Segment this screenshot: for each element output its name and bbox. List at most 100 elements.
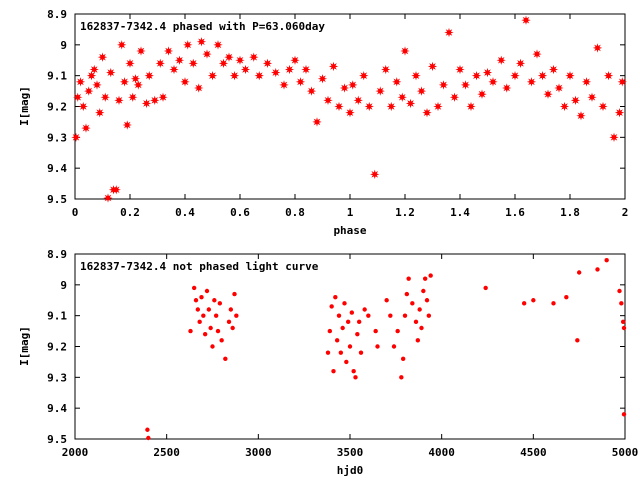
data-point	[180, 77, 190, 87]
data-point	[158, 92, 168, 102]
y-tick-label: 9	[60, 279, 67, 292]
data-point	[551, 301, 556, 306]
y-tick-label: 9.3	[47, 371, 67, 384]
data-point	[397, 92, 407, 102]
data-point	[331, 368, 336, 374]
data-point	[188, 328, 193, 334]
x-tick-label: 4500	[520, 446, 547, 459]
data-point	[614, 108, 625, 118]
data-point	[604, 257, 609, 263]
data-point	[95, 108, 105, 118]
x-tick-label: 1.8	[560, 206, 580, 219]
data-point	[402, 313, 408, 318]
data-point	[111, 185, 121, 195]
data-point	[228, 307, 234, 312]
data-point	[144, 71, 154, 81]
data-point	[235, 55, 245, 65]
data-point	[386, 101, 396, 112]
data-point	[271, 67, 281, 78]
data-point	[570, 95, 581, 105]
data-point	[128, 92, 138, 102]
y-tick-label: 9.5	[47, 193, 67, 206]
data-point	[213, 313, 219, 318]
data-point	[117, 40, 127, 50]
data-point	[333, 294, 338, 300]
data-point	[217, 301, 223, 306]
data-points	[71, 15, 627, 203]
data-point	[400, 46, 410, 56]
data-point	[621, 325, 627, 331]
data-point	[421, 288, 426, 294]
data-point	[249, 52, 259, 62]
data-point	[587, 92, 597, 102]
data-point	[202, 49, 212, 59]
y-tick-label: 9	[60, 39, 67, 52]
x-tick-label: 0.6	[230, 206, 250, 219]
data-point	[226, 319, 232, 325]
data-point	[232, 291, 237, 297]
data-point	[598, 101, 608, 112]
data-point	[370, 169, 380, 179]
data-point	[196, 37, 207, 47]
data-point	[575, 338, 580, 343]
data-point	[204, 288, 210, 294]
data-point	[73, 92, 83, 102]
y-tick-label: 9.4	[47, 162, 67, 175]
data-point	[449, 92, 460, 102]
data-point	[617, 288, 622, 294]
data-point	[391, 344, 397, 349]
data-point	[405, 98, 416, 109]
data-point	[404, 291, 410, 297]
data-point	[145, 427, 150, 432]
data-point	[395, 328, 400, 334]
y-tick-label: 9.1	[47, 310, 67, 323]
data-point	[433, 101, 443, 112]
data-point	[334, 338, 340, 343]
data-point	[254, 71, 264, 81]
data-point	[406, 276, 411, 281]
data-point	[290, 55, 300, 65]
data-point	[392, 77, 402, 87]
data-point	[576, 111, 586, 121]
data-point	[353, 375, 358, 380]
data-point	[576, 270, 582, 275]
data-point	[81, 123, 91, 133]
data-point	[213, 40, 223, 50]
data-point	[399, 375, 404, 380]
data-point	[191, 285, 197, 291]
x-tick-label: 0	[72, 206, 79, 219]
y-tick-label: 8.9	[47, 248, 67, 261]
data-point	[617, 77, 627, 87]
y-tick-label: 9.5	[47, 433, 67, 446]
x-tick-label: 1	[347, 206, 354, 219]
y-axis-ticks: 8.9 9 9.1 9.2 9.3 9.4 9.5	[47, 248, 625, 446]
data-point	[197, 319, 202, 325]
data-point	[410, 301, 415, 306]
data-point	[279, 80, 289, 90]
data-point	[413, 319, 419, 325]
data-point	[215, 328, 221, 334]
data-point	[537, 71, 548, 81]
data-point	[426, 313, 432, 318]
data-point	[122, 120, 132, 130]
data-point	[619, 301, 624, 306]
data-point	[621, 412, 627, 417]
data-point	[592, 43, 603, 53]
data-point	[581, 77, 592, 87]
data-point	[150, 95, 160, 105]
data-point	[207, 71, 218, 81]
data-point	[471, 71, 482, 81]
data-point	[356, 319, 362, 325]
x-axis-ticks: 2000 2500 3000 3500 4000 4500 5000	[62, 254, 638, 459]
y-tick-label: 9.2	[47, 101, 67, 114]
data-point	[130, 74, 141, 84]
data-point	[338, 350, 344, 355]
data-point	[564, 294, 569, 300]
data-point	[400, 356, 406, 362]
data-point	[169, 64, 179, 75]
data-point	[384, 298, 389, 303]
data-point	[488, 77, 498, 87]
data-point	[323, 95, 333, 105]
data-point	[163, 46, 174, 56]
